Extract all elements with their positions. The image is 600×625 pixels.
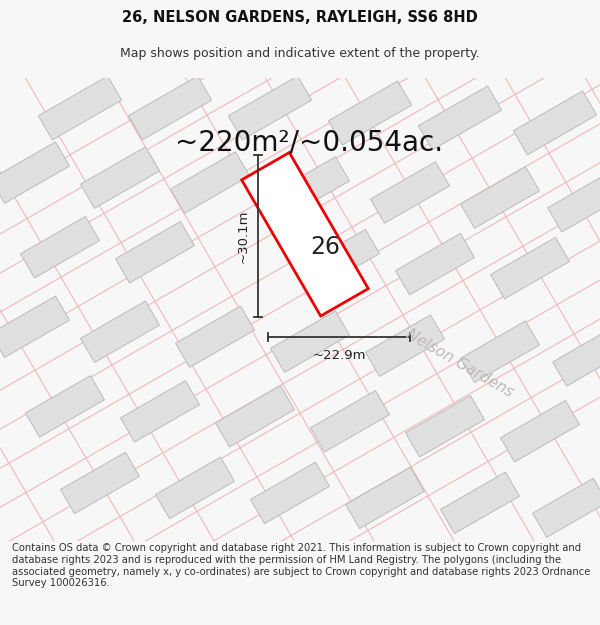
Polygon shape bbox=[395, 233, 475, 295]
Polygon shape bbox=[116, 221, 194, 283]
Polygon shape bbox=[38, 76, 122, 140]
Polygon shape bbox=[121, 381, 199, 442]
Polygon shape bbox=[0, 296, 70, 358]
Polygon shape bbox=[406, 396, 484, 457]
Polygon shape bbox=[553, 327, 600, 386]
Polygon shape bbox=[176, 306, 254, 368]
Polygon shape bbox=[491, 238, 569, 299]
Polygon shape bbox=[20, 216, 100, 278]
Polygon shape bbox=[80, 301, 160, 362]
Polygon shape bbox=[271, 311, 349, 372]
Polygon shape bbox=[229, 76, 311, 140]
Polygon shape bbox=[346, 467, 424, 529]
Text: 26: 26 bbox=[310, 235, 340, 259]
Polygon shape bbox=[251, 462, 329, 524]
Polygon shape bbox=[440, 472, 520, 534]
Polygon shape bbox=[80, 147, 160, 208]
Polygon shape bbox=[461, 167, 539, 228]
Polygon shape bbox=[418, 86, 502, 150]
Text: 26, NELSON GARDENS, RAYLEIGH, SS6 8HD: 26, NELSON GARDENS, RAYLEIGH, SS6 8HD bbox=[122, 11, 478, 26]
Text: ~220m²/~0.054ac.: ~220m²/~0.054ac. bbox=[175, 129, 443, 157]
Text: Contains OS data © Crown copyright and database right 2021. This information is : Contains OS data © Crown copyright and d… bbox=[12, 544, 590, 588]
Polygon shape bbox=[548, 173, 600, 232]
Polygon shape bbox=[311, 391, 389, 452]
Polygon shape bbox=[365, 315, 445, 376]
Text: Map shows position and indicative extent of the property.: Map shows position and indicative extent… bbox=[120, 48, 480, 61]
Polygon shape bbox=[461, 321, 539, 382]
Text: Nelson Gardens: Nelson Gardens bbox=[404, 327, 516, 401]
Polygon shape bbox=[533, 478, 600, 538]
Polygon shape bbox=[170, 152, 250, 213]
Polygon shape bbox=[328, 81, 412, 145]
Polygon shape bbox=[61, 452, 139, 514]
Polygon shape bbox=[215, 386, 295, 447]
Polygon shape bbox=[0, 142, 70, 203]
Polygon shape bbox=[26, 376, 104, 437]
Text: ~30.1m: ~30.1m bbox=[237, 209, 250, 262]
Polygon shape bbox=[155, 458, 235, 519]
Text: ~22.9m: ~22.9m bbox=[312, 349, 366, 362]
Polygon shape bbox=[271, 157, 349, 218]
Polygon shape bbox=[514, 91, 596, 155]
Polygon shape bbox=[242, 152, 368, 316]
Polygon shape bbox=[500, 401, 580, 462]
Polygon shape bbox=[301, 229, 379, 291]
Polygon shape bbox=[128, 76, 212, 140]
Polygon shape bbox=[371, 162, 449, 223]
